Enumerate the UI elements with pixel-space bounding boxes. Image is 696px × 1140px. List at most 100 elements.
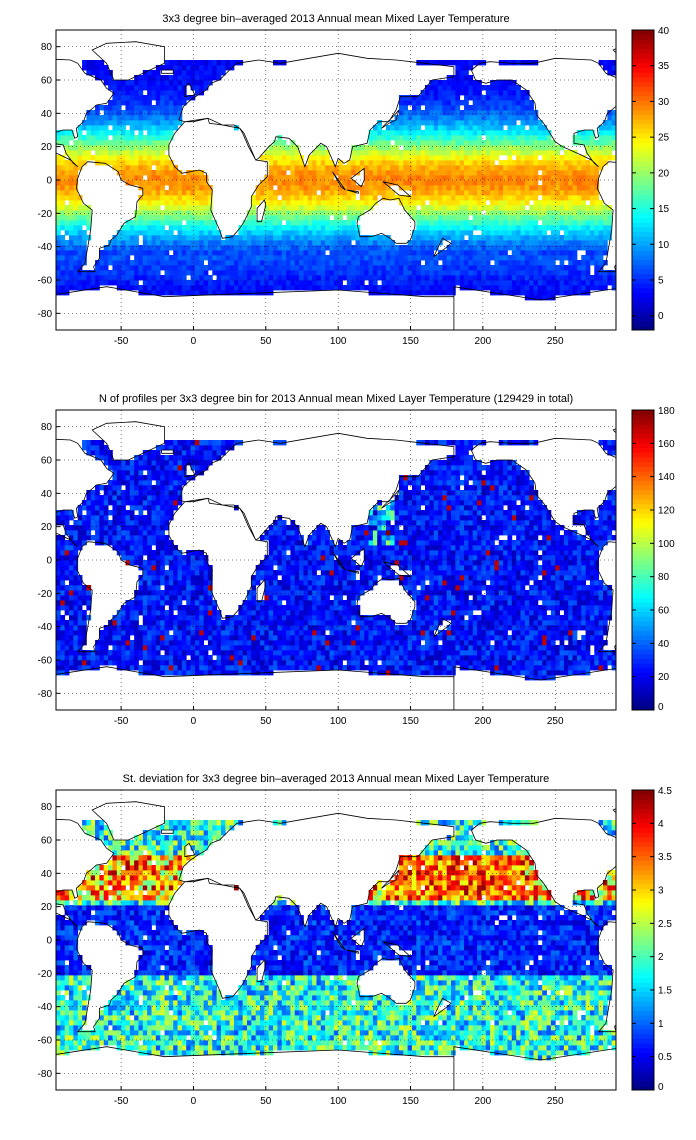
bin-cell <box>82 280 87 286</box>
bin-cell <box>464 205 469 211</box>
bin-cell <box>411 210 417 216</box>
bin-cell <box>82 505 87 511</box>
bin-cell <box>507 190 513 196</box>
bin-cell <box>147 120 152 126</box>
bin-cell <box>69 540 74 546</box>
bin-cell <box>164 580 170 586</box>
bin-cell <box>325 230 330 236</box>
bin-cell <box>82 235 87 241</box>
bin-cell <box>316 270 322 276</box>
bin-cell <box>112 460 118 466</box>
bin-cell <box>394 165 400 171</box>
bin-cell <box>507 100 513 106</box>
bin-cell <box>403 175 409 181</box>
bin-cell <box>160 220 165 226</box>
bin-cell <box>490 205 495 211</box>
bin-cell <box>407 185 413 191</box>
bin-cell <box>320 240 326 246</box>
bin-cell <box>225 275 231 281</box>
bin-cell <box>451 190 456 196</box>
bin-cell <box>138 630 144 636</box>
bin-cell <box>359 200 365 206</box>
bin-cell <box>325 215 330 221</box>
bin-cell <box>290 200 296 206</box>
bin-cell <box>142 660 148 666</box>
bin-cell <box>168 205 174 211</box>
bin-cell <box>407 280 413 286</box>
bin-cell <box>203 240 209 246</box>
bin-cell <box>125 500 131 506</box>
bin-cell <box>572 140 578 146</box>
bin-cell <box>199 290 204 296</box>
bin-cell <box>403 140 409 146</box>
bin-cell <box>177 250 183 256</box>
bin-cell <box>242 240 248 246</box>
bin-cell <box>138 80 144 86</box>
bin-cell <box>151 275 157 281</box>
bin-cell <box>446 290 452 296</box>
bin-cell <box>381 240 387 246</box>
bin-cell <box>73 545 79 551</box>
bin-cell <box>611 140 616 146</box>
bin-cell <box>112 155 118 161</box>
bin-cell <box>160 610 165 616</box>
bin-cell <box>207 255 213 261</box>
bin-cell <box>312 280 317 286</box>
bin-cell <box>69 625 74 631</box>
bin-cell <box>581 210 587 216</box>
bin-cell <box>581 190 587 196</box>
bin-cell <box>125 465 131 471</box>
bin-cell <box>199 65 204 71</box>
bin-cell <box>464 200 469 206</box>
bin-cell <box>385 240 391 246</box>
bin-cell <box>90 655 96 661</box>
bin-cell <box>277 205 283 211</box>
bin-cell <box>303 205 309 211</box>
bin-cell <box>385 185 391 191</box>
bin-cell <box>424 220 430 226</box>
bin-cell <box>73 185 79 191</box>
bin-cell <box>56 570 61 576</box>
bin-cell <box>550 205 556 211</box>
bin-cell <box>69 575 74 581</box>
bin-cell <box>464 230 469 236</box>
bin-cell <box>164 215 170 221</box>
bin-cell <box>381 250 387 256</box>
bin-cell <box>290 245 296 251</box>
bin-cell <box>342 185 348 191</box>
bin-cell <box>147 595 152 601</box>
bin-cell <box>147 515 152 521</box>
bin-cell <box>82 625 87 631</box>
bin-cell <box>142 545 148 551</box>
bin-cell <box>69 550 74 556</box>
bin-cell <box>155 215 161 221</box>
bin-cell <box>260 220 265 226</box>
bin-cell <box>372 270 378 276</box>
bin-cell <box>164 480 170 486</box>
bin-cell <box>498 185 504 191</box>
bin-cell <box>194 220 200 226</box>
bin-cell <box>472 215 478 221</box>
bin-cell <box>507 80 513 86</box>
bin-cell <box>550 230 556 236</box>
bin-cell <box>142 580 148 586</box>
bin-cell <box>173 240 178 246</box>
bin-cell <box>455 210 461 216</box>
bin-cell <box>503 255 508 261</box>
bin-cell <box>511 100 517 106</box>
bin-cell <box>550 285 556 291</box>
bin-cell <box>160 190 165 196</box>
bin-cell <box>420 175 426 181</box>
bin-cell <box>416 290 422 296</box>
bin-cell <box>446 175 452 181</box>
bin-cell <box>555 240 560 246</box>
bin-cell <box>411 250 417 256</box>
bin-cell <box>125 145 131 151</box>
bin-cell <box>381 170 387 176</box>
bin-cell <box>64 255 70 261</box>
bin-cell <box>112 475 118 481</box>
bin-cell <box>589 250 595 256</box>
bin-cell <box>559 275 565 281</box>
bin-cell <box>116 95 122 101</box>
bin-cell <box>333 190 339 196</box>
